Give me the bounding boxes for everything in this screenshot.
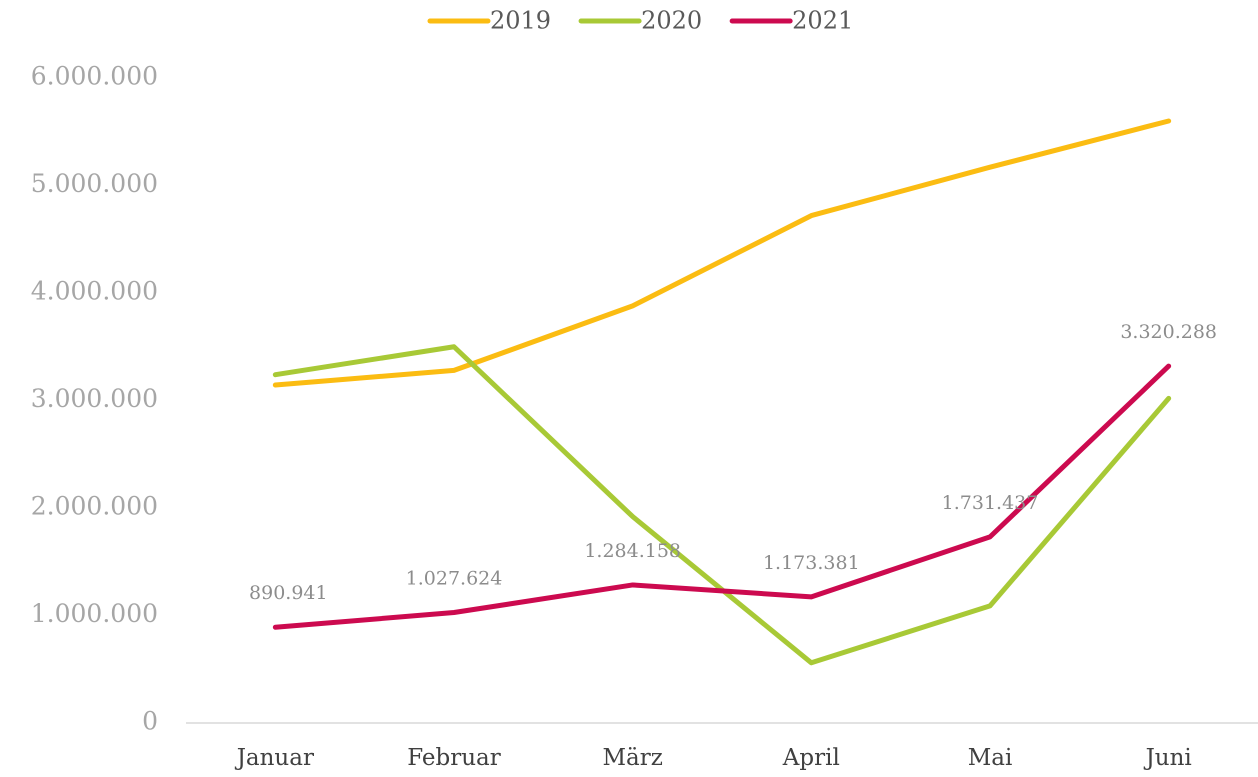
legend-label: 2019 xyxy=(490,7,551,35)
data-label: 1.173.381 xyxy=(763,552,860,574)
series-line xyxy=(272,363,1172,630)
x-tick-label: Februar xyxy=(407,745,501,771)
y-tick-label: 5.000.000 xyxy=(31,169,158,198)
y-tick-label: 2.000.000 xyxy=(31,492,158,521)
y-tick-label: 4.000.000 xyxy=(31,277,158,306)
x-tick-label: Mai xyxy=(968,745,1013,771)
data-label: 3.320.288 xyxy=(1120,321,1217,343)
legend-label: 2020 xyxy=(641,7,702,35)
x-tick-label: Juni xyxy=(1144,745,1192,771)
x-tick-label: April xyxy=(782,745,840,771)
legend-label: 2021 xyxy=(792,7,853,35)
y-tick-label: 6.000.000 xyxy=(31,62,158,91)
series-line xyxy=(272,118,1172,388)
x-tick-label: Januar xyxy=(235,745,314,771)
y-tick-label: 1.000.000 xyxy=(31,599,158,628)
y-tick-label: 3.000.000 xyxy=(31,384,158,413)
data-label: 1.284.158 xyxy=(584,540,681,562)
data-label: 1.027.624 xyxy=(406,568,503,590)
y-tick-label: 0 xyxy=(142,707,158,736)
data-label: 890.941 xyxy=(249,582,328,604)
data-label: 1.731.437 xyxy=(942,492,1039,514)
x-tick-label: März xyxy=(602,745,662,771)
